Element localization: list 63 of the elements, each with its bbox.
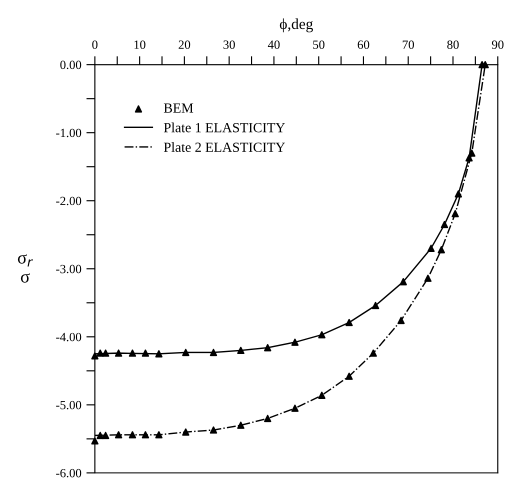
point (182, 348, 190, 356)
point (318, 331, 326, 338)
point (427, 244, 435, 252)
point (400, 278, 407, 286)
point (91, 437, 98, 445)
point (102, 349, 110, 357)
y-axis-title: σ$_{r}$ σ (18, 254, 33, 283)
point (128, 431, 136, 438)
x-tick-label: 20 (178, 40, 190, 49)
point (438, 246, 445, 254)
point (397, 316, 405, 324)
x-tick-label: 60 (358, 40, 370, 49)
point (465, 154, 473, 162)
point (155, 350, 163, 358)
legend-label: Plate 1 ELASTICITY (164, 122, 286, 132)
point (264, 344, 272, 352)
y-tick-label: -4.00 (56, 332, 82, 342)
point (468, 149, 476, 157)
x-tick-label: 0 (92, 40, 98, 49)
point (440, 220, 448, 228)
point (182, 428, 190, 436)
x-axis-title: ϕ,deg (280, 18, 313, 32)
point (370, 349, 377, 357)
point (454, 190, 462, 198)
point (291, 338, 299, 346)
legend-label: BEM (164, 103, 194, 113)
x-tick-label: 50 (313, 40, 324, 49)
point (237, 346, 244, 354)
point (142, 349, 150, 357)
x-tick-label: 40 (268, 40, 280, 49)
point (264, 414, 272, 422)
point (237, 422, 244, 429)
point (372, 302, 380, 310)
point (424, 274, 432, 282)
point (102, 432, 110, 440)
y-tick-label: -3.00 (56, 264, 82, 274)
point (291, 404, 299, 412)
point (452, 210, 459, 218)
point (318, 392, 326, 399)
x-tick-label: 80 (447, 40, 459, 49)
legend-label: Plate 2 ELASTICITY (164, 142, 286, 152)
y-tick-label: -1.00 (56, 128, 82, 138)
y-tick-label: -5.00 (56, 400, 82, 410)
point (210, 426, 218, 434)
x-tick-label: 70 (402, 40, 414, 49)
y-tick-label: -6.00 (56, 468, 82, 478)
point (345, 318, 353, 326)
point (96, 349, 104, 357)
point (210, 348, 218, 356)
point (155, 431, 163, 438)
x-tick-label: 30 (224, 40, 235, 49)
point (96, 432, 104, 440)
point (482, 60, 489, 68)
point (142, 431, 150, 438)
x-tick-label: 90 (492, 40, 504, 49)
x-tick-label: 10 (134, 40, 146, 49)
point (345, 372, 353, 380)
y-tick-label: 0.00 (60, 60, 82, 70)
point (128, 349, 136, 357)
y-tick-label: -2.00 (56, 196, 82, 206)
point (114, 349, 122, 357)
point (91, 352, 98, 360)
point (114, 431, 122, 438)
